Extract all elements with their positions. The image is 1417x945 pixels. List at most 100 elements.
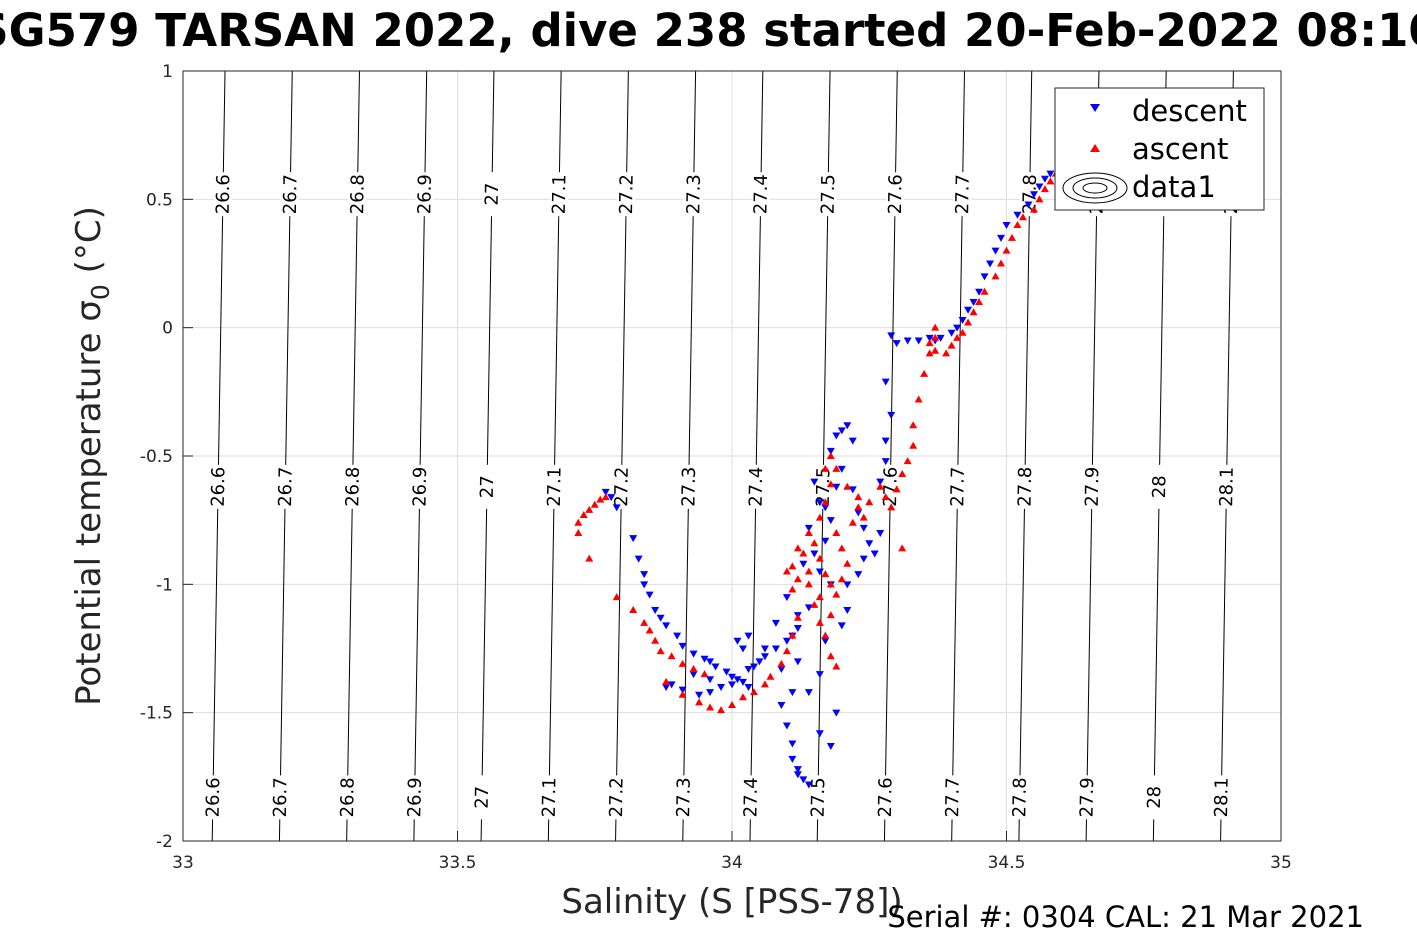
descent-point <box>760 645 769 653</box>
descent-point <box>881 458 890 466</box>
ascent-point <box>821 464 830 472</box>
ascent-point <box>947 341 956 349</box>
ascent-point <box>766 672 775 680</box>
ascent-point <box>760 680 769 688</box>
ascent-point <box>843 482 852 490</box>
isopycnal-label: 27.5 <box>808 775 829 820</box>
ascent-point <box>782 647 791 655</box>
ascent-point <box>931 346 940 354</box>
descent-point <box>821 537 830 545</box>
descent-point <box>738 678 747 686</box>
y-tick-label: 0.5 <box>146 190 173 210</box>
svg-text:27.9: 27.9 <box>1082 467 1104 507</box>
svg-text:27.6: 27.6 <box>880 467 902 507</box>
svg-text:27.4: 27.4 <box>750 174 772 214</box>
svg-text:27.4: 27.4 <box>740 777 762 817</box>
descent-point <box>771 619 780 627</box>
ascent-point <box>881 493 890 501</box>
ascent-point <box>815 593 824 601</box>
data-points <box>574 169 1060 789</box>
descent-point <box>843 422 852 430</box>
isopycnal-label: 27.5 <box>818 172 839 217</box>
descent-point <box>925 334 934 342</box>
ascent-point <box>738 693 747 701</box>
svg-text:26.7: 26.7 <box>280 174 302 214</box>
ascent-point <box>964 318 973 326</box>
isopycnal-label: 27.6 <box>875 775 897 820</box>
descent-point <box>826 743 835 751</box>
isopycnal-label: 26.9 <box>404 775 426 820</box>
ascent-point <box>1035 195 1044 203</box>
descent-point <box>695 691 704 699</box>
ascent-point <box>640 618 649 626</box>
svg-text:26.8: 26.8 <box>347 174 369 214</box>
svg-text:27.3: 27.3 <box>678 467 700 507</box>
ascent-point <box>975 298 984 305</box>
isopycnal-label: 27.7 <box>947 464 969 509</box>
descent-point <box>892 340 901 348</box>
ascent-point <box>821 570 830 578</box>
descent-point <box>749 663 758 671</box>
svg-text:27.1: 27.1 <box>549 174 571 214</box>
ascent-point <box>837 575 846 583</box>
ascent-point <box>980 287 989 295</box>
descent-point <box>870 550 879 558</box>
descent-point <box>821 637 830 645</box>
descent-point <box>854 509 863 517</box>
ascent-point <box>821 631 830 639</box>
axis-ticks: 33 33.5 34 34.5 35 -2 -1.5 -1 -0.5 0 0.5 1 <box>140 62 1292 873</box>
descent-point <box>826 517 835 525</box>
ascent-point <box>810 600 819 608</box>
svg-text:27.2: 27.2 <box>606 777 628 817</box>
descent-point <box>760 653 769 661</box>
descent-point <box>1035 183 1044 191</box>
descent-point <box>1024 201 1033 209</box>
isopycnal-label: 27 <box>482 172 503 217</box>
descent-point <box>876 530 885 537</box>
isopycnal-label: 26.9 <box>414 172 436 217</box>
descent-point <box>980 273 989 281</box>
density-contours: 26.6 26.6 26.6 26.7 26.7 26.7 26.8 26.8 26.8 26.9… <box>203 70 1243 842</box>
svg-text:27.1: 27.1 <box>539 777 561 817</box>
x-tick-label: 33 <box>172 853 194 873</box>
svg-text:27.3: 27.3 <box>673 777 695 817</box>
legend-box <box>1054 87 1265 211</box>
isopycnal-label: 27.5 <box>813 464 834 509</box>
ascent-point <box>815 618 824 626</box>
descent-point <box>936 334 945 342</box>
svg-text:26.7: 26.7 <box>275 467 297 507</box>
ascent-point <box>667 652 676 660</box>
x-tick-label: 34 <box>721 853 743 873</box>
svg-text:26.7: 26.7 <box>270 777 292 817</box>
y-tick-label: -2 <box>156 832 173 852</box>
descent-point <box>810 550 819 558</box>
ascent-point <box>656 647 665 655</box>
svg-text:27.6: 27.6 <box>885 174 907 214</box>
descent-point <box>640 571 649 579</box>
legend-descent-marker <box>1090 104 1100 112</box>
descent-point <box>689 671 698 679</box>
ascent-point <box>585 505 594 513</box>
descent-point <box>914 337 923 345</box>
ascent-point <box>826 480 835 488</box>
isopycnal-label: 28.1 <box>1211 775 1233 820</box>
svg-text:28: 28 <box>1144 786 1165 809</box>
isopycnal-label: 27.7 <box>942 775 964 820</box>
descent-point <box>876 478 885 486</box>
ascent-point <box>903 457 912 465</box>
ascent-point <box>788 631 797 639</box>
ascent-point <box>832 464 841 472</box>
ascent-point <box>969 308 978 316</box>
descent-point <box>728 673 736 681</box>
y-tick-label: -0.5 <box>140 447 173 467</box>
svg-text:27: 27 <box>477 475 498 498</box>
descent-point <box>837 427 846 435</box>
svg-text:27.7: 27.7 <box>942 777 964 817</box>
isopycnal-label: 27.6 <box>880 464 902 509</box>
svg-text:Potential temperature σ0 (°C): Potential temperature σ0 (°C) <box>69 206 115 706</box>
ascent-point <box>826 652 835 660</box>
ascent-point <box>612 593 621 601</box>
svg-text:26.6: 26.6 <box>213 174 235 214</box>
descent-point <box>793 766 802 774</box>
descent-point <box>804 604 813 612</box>
